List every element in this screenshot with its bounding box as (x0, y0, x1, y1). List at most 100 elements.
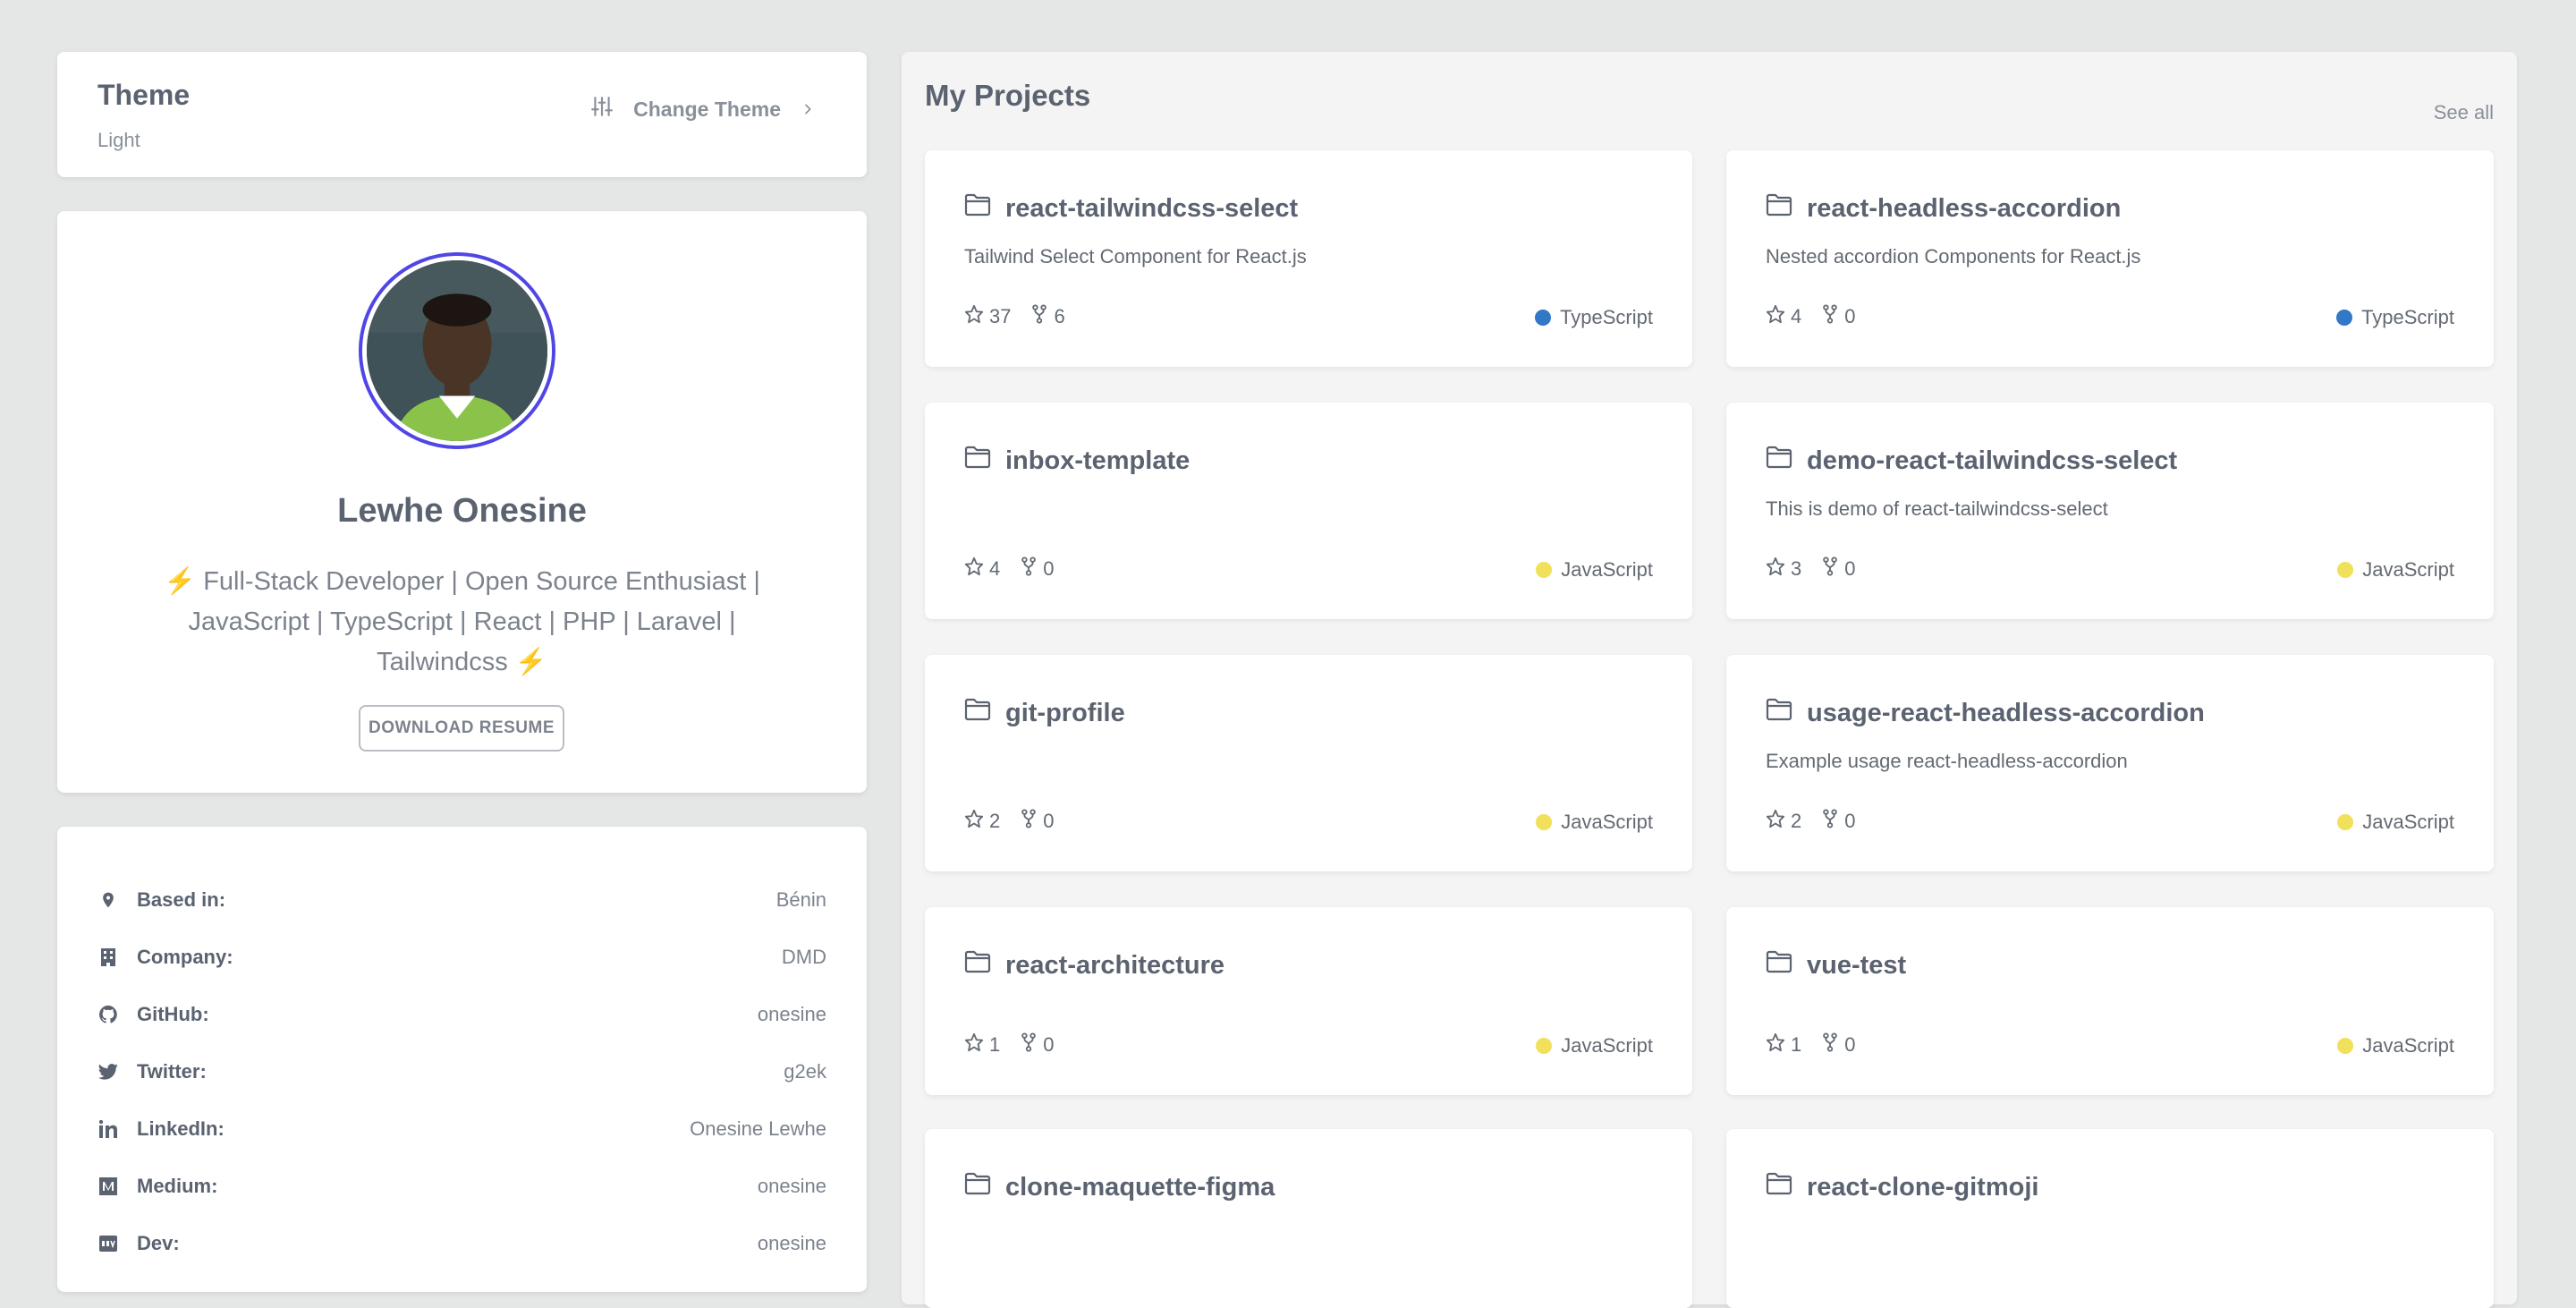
info-value: Bénin (775, 888, 826, 911)
chevron-right-icon (801, 98, 815, 122)
folder-icon (1766, 950, 1792, 981)
language-name: TypeScript (1560, 306, 1653, 328)
info-label: Dev: (137, 1232, 180, 1254)
info-value[interactable]: onesine (757, 1003, 826, 1025)
forks-count: 0 (1844, 810, 1856, 832)
stars-stat: 1 (964, 1032, 1000, 1057)
change-theme-button[interactable]: Change Theme (590, 95, 815, 123)
theme-title: Theme (97, 79, 191, 111)
project-card[interactable]: clone-maquette-figma (925, 1129, 1692, 1308)
language-dot (1536, 814, 1553, 830)
fork-icon (1821, 1032, 1839, 1057)
stars-stat: 2 (1766, 809, 1801, 834)
location-pin-icon (97, 889, 119, 911)
project-name: inbox-template (1005, 446, 1191, 475)
info-value[interactable]: Onesine Lewhe (690, 1117, 826, 1140)
change-theme-label: Change Theme (633, 97, 781, 121)
star-icon (1766, 556, 1785, 582)
stars-count: 37 (989, 305, 1012, 327)
info-value[interactable]: onesine (757, 1232, 826, 1254)
fork-icon (1030, 304, 1048, 329)
project-language: JavaScript (2337, 811, 2454, 834)
avatar (359, 252, 555, 449)
project-title: demo-react-tailwindcss-select (1766, 446, 2177, 476)
language-name: JavaScript (1561, 811, 1653, 833)
twitter-icon (97, 1061, 119, 1083)
project-card[interactable]: inbox-template 4 0 JavaScript (925, 403, 1692, 619)
star-icon (964, 1032, 984, 1057)
project-description: Example usage react-headless-accordion (1766, 750, 2128, 772)
theme-value: Light (97, 129, 140, 151)
forks-count: 6 (1054, 305, 1065, 327)
project-title: usage-react-headless-accordion (1766, 698, 2205, 728)
stars-count: 3 (1791, 557, 1802, 580)
forks-count: 0 (1844, 1033, 1856, 1056)
project-card[interactable]: vue-test 1 0 JavaScript (1726, 907, 2494, 1095)
stars-count: 2 (1791, 810, 1802, 832)
forks-stat: 0 (1821, 556, 1856, 582)
forks-stat: 0 (1821, 809, 1856, 834)
folder-icon (1766, 698, 1792, 728)
medium-icon (97, 1176, 119, 1197)
project-card[interactable]: react-headless-accordion Nested accordion… (1726, 150, 2494, 367)
language-dot (2336, 310, 2353, 326)
fork-icon (1821, 809, 1839, 834)
fork-icon (1020, 809, 1038, 834)
project-description: This is demo of react-tailwindcss-select (1766, 497, 2108, 520)
bio-line: Tailwindcss ⚡ (377, 648, 547, 676)
project-name: clone-maquette-figma (1005, 1172, 1275, 1202)
project-card[interactable]: demo-react-tailwindcss-select This is dem… (1726, 403, 2494, 619)
bio-line: JavaScript | TypeScript | React | PHP | … (188, 607, 736, 636)
language-name: JavaScript (2362, 558, 2454, 581)
language-dot (2337, 1038, 2354, 1054)
stars-stat: 4 (1766, 304, 1801, 329)
project-card[interactable]: react-clone-gitmoji (1726, 1129, 2494, 1308)
fork-icon (1020, 1032, 1038, 1057)
forks-stat: 0 (1020, 1032, 1055, 1057)
info-value: DMD (781, 946, 826, 968)
language-dot (1536, 1038, 1553, 1054)
stars-count: 2 (989, 810, 1001, 832)
info-value[interactable]: g2ek (784, 1060, 826, 1083)
stars-stat: 37 (964, 304, 1011, 329)
folder-icon (964, 446, 991, 476)
stars-count: 4 (989, 557, 1001, 580)
project-card[interactable]: usage-react-headless-accordion Example us… (1726, 655, 2494, 871)
forks-count: 0 (1043, 557, 1055, 580)
profile-bio: ⚡ Full-Stack Developer | Open Source Ent… (156, 562, 768, 683)
info-value[interactable]: onesine (757, 1175, 826, 1197)
info-row-twitter: Twitter: g2ek (97, 1054, 826, 1090)
project-title: react-architecture (964, 950, 1224, 981)
forks-stat: 0 (1821, 304, 1856, 329)
project-name: react-tailwindcss-select (1005, 193, 1299, 223)
stars-stat: 2 (964, 809, 1000, 834)
info-card: Based in: Bénin Company: DMD GitHub: one… (57, 827, 867, 1292)
see-all-link[interactable]: See all (2433, 101, 2494, 123)
project-name: git-profile (1005, 698, 1125, 727)
project-card[interactable]: git-profile 2 0 JavaScript (925, 655, 1692, 871)
theme-card: Theme Light Change Theme (57, 52, 867, 177)
sliders-icon (590, 95, 614, 123)
fork-icon (1821, 556, 1839, 582)
download-resume-button[interactable]: DOWNLOAD RESUME (359, 705, 564, 752)
forks-count: 0 (1844, 557, 1856, 580)
project-card[interactable]: react-architecture 1 0 JavaScript (925, 907, 1692, 1095)
folder-icon (964, 193, 991, 224)
language-name: JavaScript (1561, 1034, 1653, 1057)
stars-stat: 1 (1766, 1032, 1801, 1057)
project-card[interactable]: react-tailwindcss-select Tailwind Select … (925, 150, 1692, 367)
folder-icon (964, 698, 991, 728)
info-label: LinkedIn: (137, 1117, 225, 1140)
project-name: usage-react-headless-accordion (1807, 698, 2205, 727)
language-dot (1535, 310, 1552, 326)
dev-icon (97, 1233, 119, 1254)
info-label: Company: (137, 946, 233, 968)
project-name: react-clone-gitmoji (1807, 1172, 2039, 1202)
building-icon (97, 947, 119, 968)
folder-icon (1766, 193, 1792, 224)
language-name: JavaScript (2362, 1034, 2454, 1057)
